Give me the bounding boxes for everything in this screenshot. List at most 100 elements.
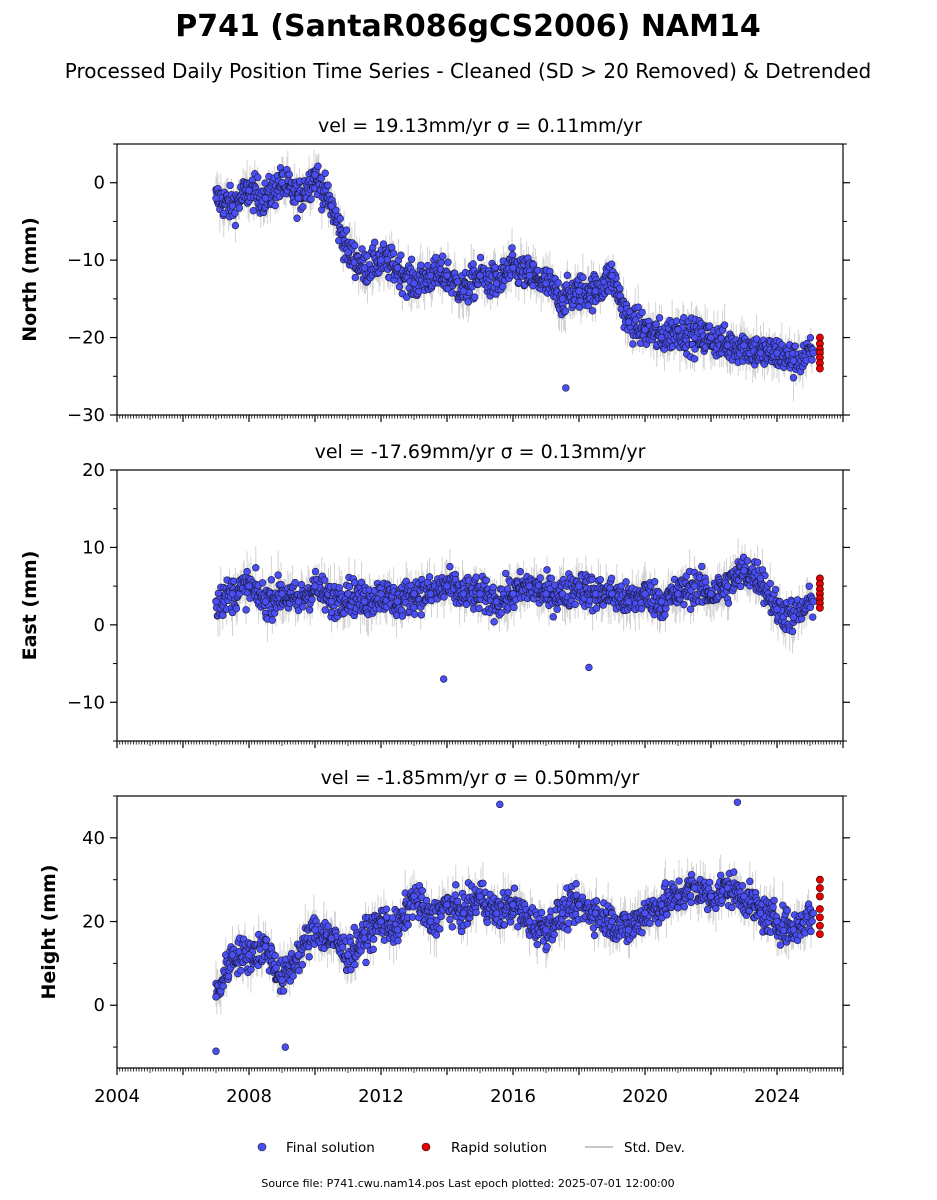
final-solution-point <box>607 574 616 583</box>
final-solution-point <box>543 566 551 574</box>
final-solution-point <box>212 597 220 606</box>
final-solution-point <box>321 169 329 177</box>
final-solution-point <box>490 618 498 626</box>
final-solution-point <box>575 582 583 590</box>
final-solution-point <box>254 173 262 182</box>
final-solution-point <box>444 258 452 266</box>
panel-3: vel = -1.85mm/yr σ = 0.50mm/yr Height (mm… <box>38 767 850 1107</box>
final-solution-point <box>476 253 485 262</box>
final-solution-point <box>235 204 243 212</box>
final-solution-point <box>638 308 646 317</box>
final-solution-point <box>231 221 240 230</box>
final-solution-point <box>561 307 570 315</box>
final-solution-point <box>563 271 572 280</box>
final-solution-point <box>516 567 524 576</box>
final-solution-point <box>536 574 544 582</box>
final-solution-point <box>351 241 359 250</box>
final-solution-point <box>327 202 336 210</box>
panel-2: vel = -17.69mm/yr σ = 0.13mm/yr East (mm)… <box>19 441 850 748</box>
final-solution-point <box>588 575 596 584</box>
final-solution-point <box>756 349 765 357</box>
final-solution-point <box>789 613 798 621</box>
final-solution-point <box>808 356 816 364</box>
final-solution-point <box>723 582 732 590</box>
final-solution-point <box>344 590 352 598</box>
final-solution-point <box>690 355 699 363</box>
final-solution-point <box>723 341 732 350</box>
final-solution-point <box>379 240 388 248</box>
final-solution-point <box>562 384 570 392</box>
final-solution-point <box>285 170 293 179</box>
final-solution-point <box>417 261 425 269</box>
final-solution-point <box>596 576 605 584</box>
figure-subtitle: Processed Daily Position Time Series - C… <box>65 59 871 83</box>
final-solution-point <box>773 349 781 357</box>
final-solution-point <box>360 597 369 606</box>
y-tick-label: 0 <box>94 615 105 636</box>
final-solution-point <box>542 590 550 598</box>
final-solution-point <box>608 271 616 280</box>
final-solution-point <box>294 597 303 606</box>
final-solution-point <box>278 590 286 598</box>
final-solution-point <box>809 349 817 357</box>
final-solution-point <box>377 590 385 598</box>
final-solution-point <box>509 590 517 598</box>
panel-1: vel = 19.13mm/yr σ = 0.11mm/yr North (mm)… <box>19 115 850 426</box>
final-solution-point <box>314 162 322 170</box>
final-solution-point <box>252 564 260 572</box>
final-solution-point <box>622 578 630 586</box>
final-solution-point <box>674 326 682 334</box>
y-tick-label: 0 <box>94 173 105 194</box>
final-solution-point <box>377 256 385 264</box>
final-solution-point <box>410 610 419 618</box>
panels: vel = 19.13mm/yr σ = 0.11mm/yr North (mm)… <box>19 115 850 1107</box>
final-solution-point <box>525 582 534 590</box>
y-tick-label: −30 <box>67 405 105 426</box>
final-solution-point <box>476 271 484 280</box>
final-solution-point <box>453 278 462 286</box>
final-solution-point <box>335 584 343 592</box>
final-solution-point <box>680 600 688 609</box>
x-axis <box>116 741 844 748</box>
final-solution-point <box>228 590 237 598</box>
final-solution-point <box>690 333 699 342</box>
final-solution-point <box>425 573 434 581</box>
final-solution-point <box>311 582 319 590</box>
final-solution-point <box>592 604 601 612</box>
final-solution-point <box>226 181 234 190</box>
y-tick-label: 10 <box>82 537 105 558</box>
final-solution-point <box>698 562 706 571</box>
final-solution-point <box>475 604 483 613</box>
final-solution-point <box>258 579 267 587</box>
final-solution-point <box>291 578 299 587</box>
final-solution-point <box>311 171 319 179</box>
final-solution-point <box>261 194 270 202</box>
final-solution-point <box>624 318 633 326</box>
data-cloud <box>212 798 824 1055</box>
final-solution-point <box>585 596 594 605</box>
final-solution-point <box>370 238 379 246</box>
y-tick-label: 20 <box>82 460 105 481</box>
final-solution-point <box>293 214 301 222</box>
final-solution-point <box>652 320 660 328</box>
final-solution-point <box>446 562 454 571</box>
final-solution-point <box>472 573 480 581</box>
final-solution-point <box>307 195 315 203</box>
final-solution-point <box>294 194 303 202</box>
final-solution-point <box>327 608 336 617</box>
final-solution-point <box>701 578 710 586</box>
final-solution-point <box>491 263 499 272</box>
final-solution-point <box>212 194 220 202</box>
final-solution-point <box>437 258 445 267</box>
final-solution-point <box>529 282 537 290</box>
final-solution-point <box>661 611 669 619</box>
final-solution-point <box>740 341 748 350</box>
final-solution-point <box>707 333 715 342</box>
final-solution-point <box>571 600 579 609</box>
final-solution-point <box>443 271 451 280</box>
y-tick-label: −20 <box>67 328 105 349</box>
final-solution-point <box>245 582 253 590</box>
final-solution-point <box>616 284 624 293</box>
final-solution-point <box>432 253 440 262</box>
